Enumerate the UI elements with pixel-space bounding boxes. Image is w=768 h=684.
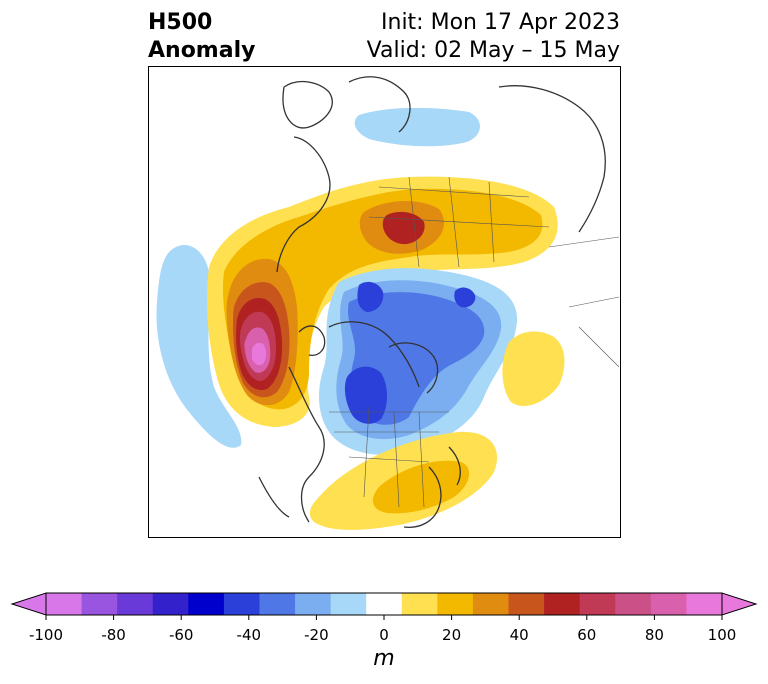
- colorbar-segment: [544, 593, 581, 615]
- colorbar-segment: [152, 593, 189, 615]
- colorbar-segment: [472, 593, 510, 615]
- colorbar-tick-label: -80: [101, 626, 126, 644]
- title-anomaly: Anomaly: [148, 38, 256, 63]
- colorbar-tick-label: 100: [707, 626, 737, 644]
- colorbar-segment: [686, 593, 723, 615]
- colorbar-segment: [508, 593, 545, 615]
- colorbar-tick-label: 40: [509, 626, 529, 644]
- colorbar-segment: [259, 593, 296, 615]
- anomaly-northern-ridge-40: [222, 188, 543, 410]
- colorbar-segment: [81, 593, 118, 615]
- colorbar-segment: [650, 593, 687, 615]
- colorbar-tick-label: 80: [644, 626, 664, 644]
- colorbar-tick-label: -20: [304, 626, 329, 644]
- colorbar-tick-label: -100: [28, 626, 64, 644]
- colorbar-segment: [366, 593, 403, 615]
- colorbar-unit-label: m: [373, 646, 395, 671]
- anomaly-europe-trough-core: [454, 287, 476, 308]
- colorbar-segment: [46, 593, 83, 615]
- colorbar-extend-high: [721, 592, 758, 616]
- anomaly-europe-ridge-core: [382, 211, 425, 245]
- colorbar-segment: [401, 593, 438, 615]
- title-variable: H500: [148, 10, 213, 35]
- colorbar: [0, 580, 768, 680]
- colorbar-segment: [615, 593, 652, 615]
- anomaly-africa-trough: [354, 107, 481, 147]
- colorbar-extend-low: [10, 592, 47, 616]
- valid-range: Valid: 02 May – 15 May: [366, 38, 620, 63]
- anomaly-atlantic-ridge: [502, 331, 565, 406]
- anomaly-eastern-pacific-trough: [156, 244, 242, 448]
- colorbar-tick-label: 0: [379, 626, 389, 644]
- anomaly-canadian-trough-50: [357, 281, 384, 312]
- colorbar-segment: [437, 593, 474, 615]
- country-borders: [329, 176, 620, 508]
- anomaly-southeast-ridge-inner: [372, 460, 470, 514]
- colorbar-svg: [10, 592, 758, 620]
- colorbar-segment: [330, 593, 367, 615]
- colorbar-segment: [117, 593, 154, 615]
- colorbar-segment: [188, 593, 225, 615]
- colorbar-segment: [579, 593, 616, 615]
- anomaly-map: [148, 66, 621, 538]
- colorbar-tick-label: 60: [577, 626, 597, 644]
- colorbar-tick-label: 20: [442, 626, 462, 644]
- title-left: H500 Anomaly: [148, 9, 255, 65]
- colorbar-tick-label: -60: [168, 626, 194, 644]
- colorbar-tick-label: -40: [236, 626, 262, 644]
- title-right: Init: Mon 17 Apr 2023 Valid: 02 May – 15…: [367, 9, 620, 65]
- init-date: Init: Mon 17 Apr 2023: [381, 10, 620, 35]
- map-svg: [156, 76, 620, 530]
- colorbar-segment: [223, 593, 260, 615]
- anomaly-hudson-trough-50: [344, 366, 387, 424]
- colorbar-segment: [295, 593, 332, 615]
- anomaly-alaska-peak: [252, 342, 267, 366]
- coastlines: [258, 76, 606, 528]
